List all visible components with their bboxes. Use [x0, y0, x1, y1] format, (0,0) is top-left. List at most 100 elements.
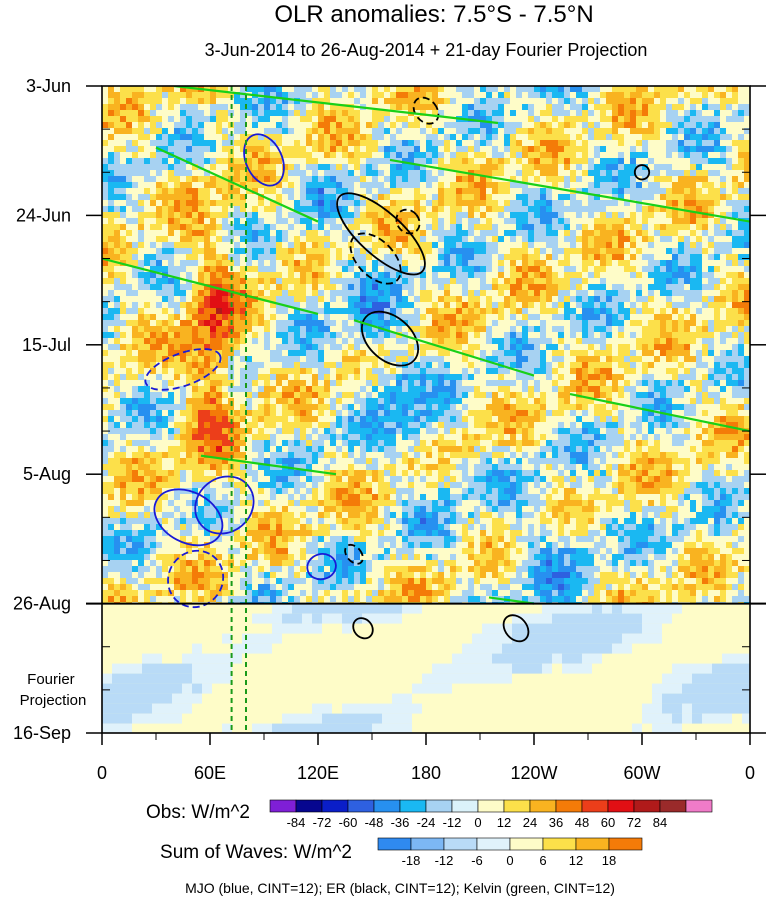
- obs-cell: [552, 440, 558, 446]
- obs-cell: [660, 320, 666, 326]
- obs-cell: [258, 458, 264, 464]
- obs-cell: [300, 266, 306, 272]
- obs-cell: [360, 398, 366, 404]
- obs-cell: [522, 230, 528, 236]
- obs-cell: [558, 374, 564, 380]
- obs-cell: [342, 374, 348, 380]
- obs-cell: [378, 380, 384, 386]
- obs-cell: [264, 422, 270, 428]
- obs-cell: [690, 110, 696, 116]
- obs-cell: [306, 452, 312, 458]
- obs-cell: [504, 146, 510, 152]
- obs-cell: [696, 380, 702, 386]
- obs-cell: [192, 308, 198, 314]
- obs-cell: [360, 140, 366, 146]
- obs-cell: [516, 356, 522, 362]
- obs-cell: [360, 356, 366, 362]
- obs-cell: [744, 170, 750, 176]
- obs-cell: [174, 212, 180, 218]
- obs-cell: [144, 410, 150, 416]
- obs-cell: [168, 356, 174, 362]
- obs-cell: [414, 386, 420, 392]
- obs-cell: [300, 242, 306, 248]
- obs-cell: [624, 350, 630, 356]
- obs-cell: [612, 404, 618, 410]
- obs-cell: [186, 230, 192, 236]
- obs-cell: [714, 302, 720, 308]
- obs-cell: [150, 344, 156, 350]
- obs-cell: [732, 374, 738, 380]
- obs-cell: [720, 428, 726, 434]
- obs-cell: [288, 338, 294, 344]
- obs-cell: [690, 338, 696, 344]
- obs-cell: [342, 452, 348, 458]
- obs-cell: [564, 182, 570, 188]
- obs-cell: [462, 212, 468, 218]
- obs-cell: [132, 272, 138, 278]
- obs-cell: [132, 206, 138, 212]
- obs-cell: [204, 260, 210, 266]
- obs-cell: [252, 182, 258, 188]
- obs-cell: [348, 302, 354, 308]
- obs-cell: [108, 416, 114, 422]
- obs-cell: [450, 236, 456, 242]
- obs-cell: [534, 212, 540, 218]
- obs-cell: [114, 308, 120, 314]
- obs-cell: [420, 404, 426, 410]
- obs-cell: [348, 428, 354, 434]
- obs-cell: [126, 116, 132, 122]
- obs-cell: [318, 236, 324, 242]
- obs-cell: [414, 104, 420, 110]
- obs-cell: [492, 224, 498, 230]
- obs-cell: [714, 248, 720, 254]
- obs-cell: [234, 350, 240, 356]
- obs-cell: [516, 146, 522, 152]
- obs-cell: [294, 404, 300, 410]
- obs-cell: [594, 374, 600, 380]
- obs-cell: [168, 404, 174, 410]
- obs-cell: [234, 122, 240, 128]
- obs-cell: [384, 230, 390, 236]
- obs-cell: [342, 320, 348, 326]
- obs-cell: [330, 92, 336, 98]
- obs-cell: [546, 206, 552, 212]
- obs-cell: [204, 170, 210, 176]
- obs-cell: [312, 374, 318, 380]
- obs-cell: [174, 92, 180, 98]
- obs-cell: [714, 200, 720, 206]
- obs-cell: [696, 290, 702, 296]
- obs-cell: [402, 266, 408, 272]
- obs-cell: [240, 434, 246, 440]
- obs-cell: [324, 320, 330, 326]
- obs-cell: [468, 326, 474, 332]
- obs-cell: [726, 146, 732, 152]
- obs-cell: [528, 266, 534, 272]
- obs-cell: [438, 446, 444, 452]
- obs-cell: [336, 206, 342, 212]
- obs-cell: [540, 194, 546, 200]
- obs-cell: [168, 272, 174, 278]
- obs-cell: [636, 182, 642, 188]
- obs-cell: [186, 128, 192, 134]
- obs-cell: [438, 392, 444, 398]
- obs-cell: [696, 242, 702, 248]
- obs-cell: [732, 392, 738, 398]
- obs-cell: [588, 110, 594, 116]
- obs-cell: [564, 344, 570, 350]
- obs-cell: [600, 224, 606, 230]
- obs-cell: [150, 356, 156, 362]
- obs-cell: [264, 176, 270, 182]
- obs-cell: [204, 344, 210, 350]
- obs-cell: [312, 206, 318, 212]
- obs-cell: [528, 86, 534, 92]
- obs-cell: [720, 326, 726, 332]
- chart-subtitle: 3-Jun-2014 to 26-Aug-2014 + 21-day Fouri…: [205, 40, 648, 60]
- obs-cell: [288, 428, 294, 434]
- obs-cell: [318, 446, 324, 452]
- obs-cell: [318, 260, 324, 266]
- obs-cell: [690, 278, 696, 284]
- obs-cell: [294, 266, 300, 272]
- obs-cell: [594, 206, 600, 212]
- obs-cell: [138, 446, 144, 452]
- obs-cell: [426, 182, 432, 188]
